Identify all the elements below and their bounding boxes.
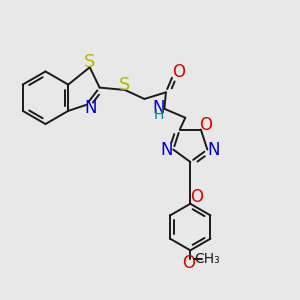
- Text: N: N: [208, 141, 220, 159]
- Text: H: H: [154, 108, 164, 122]
- Text: O: O: [183, 254, 196, 272]
- Text: N: N: [85, 99, 97, 117]
- Text: S: S: [84, 53, 95, 71]
- Text: S: S: [119, 76, 131, 94]
- Text: CH₃: CH₃: [194, 252, 220, 266]
- Text: O: O: [190, 188, 203, 206]
- Text: N: N: [160, 141, 173, 159]
- Text: O: O: [172, 63, 185, 81]
- Text: O: O: [199, 116, 212, 134]
- Text: N: N: [153, 99, 165, 117]
